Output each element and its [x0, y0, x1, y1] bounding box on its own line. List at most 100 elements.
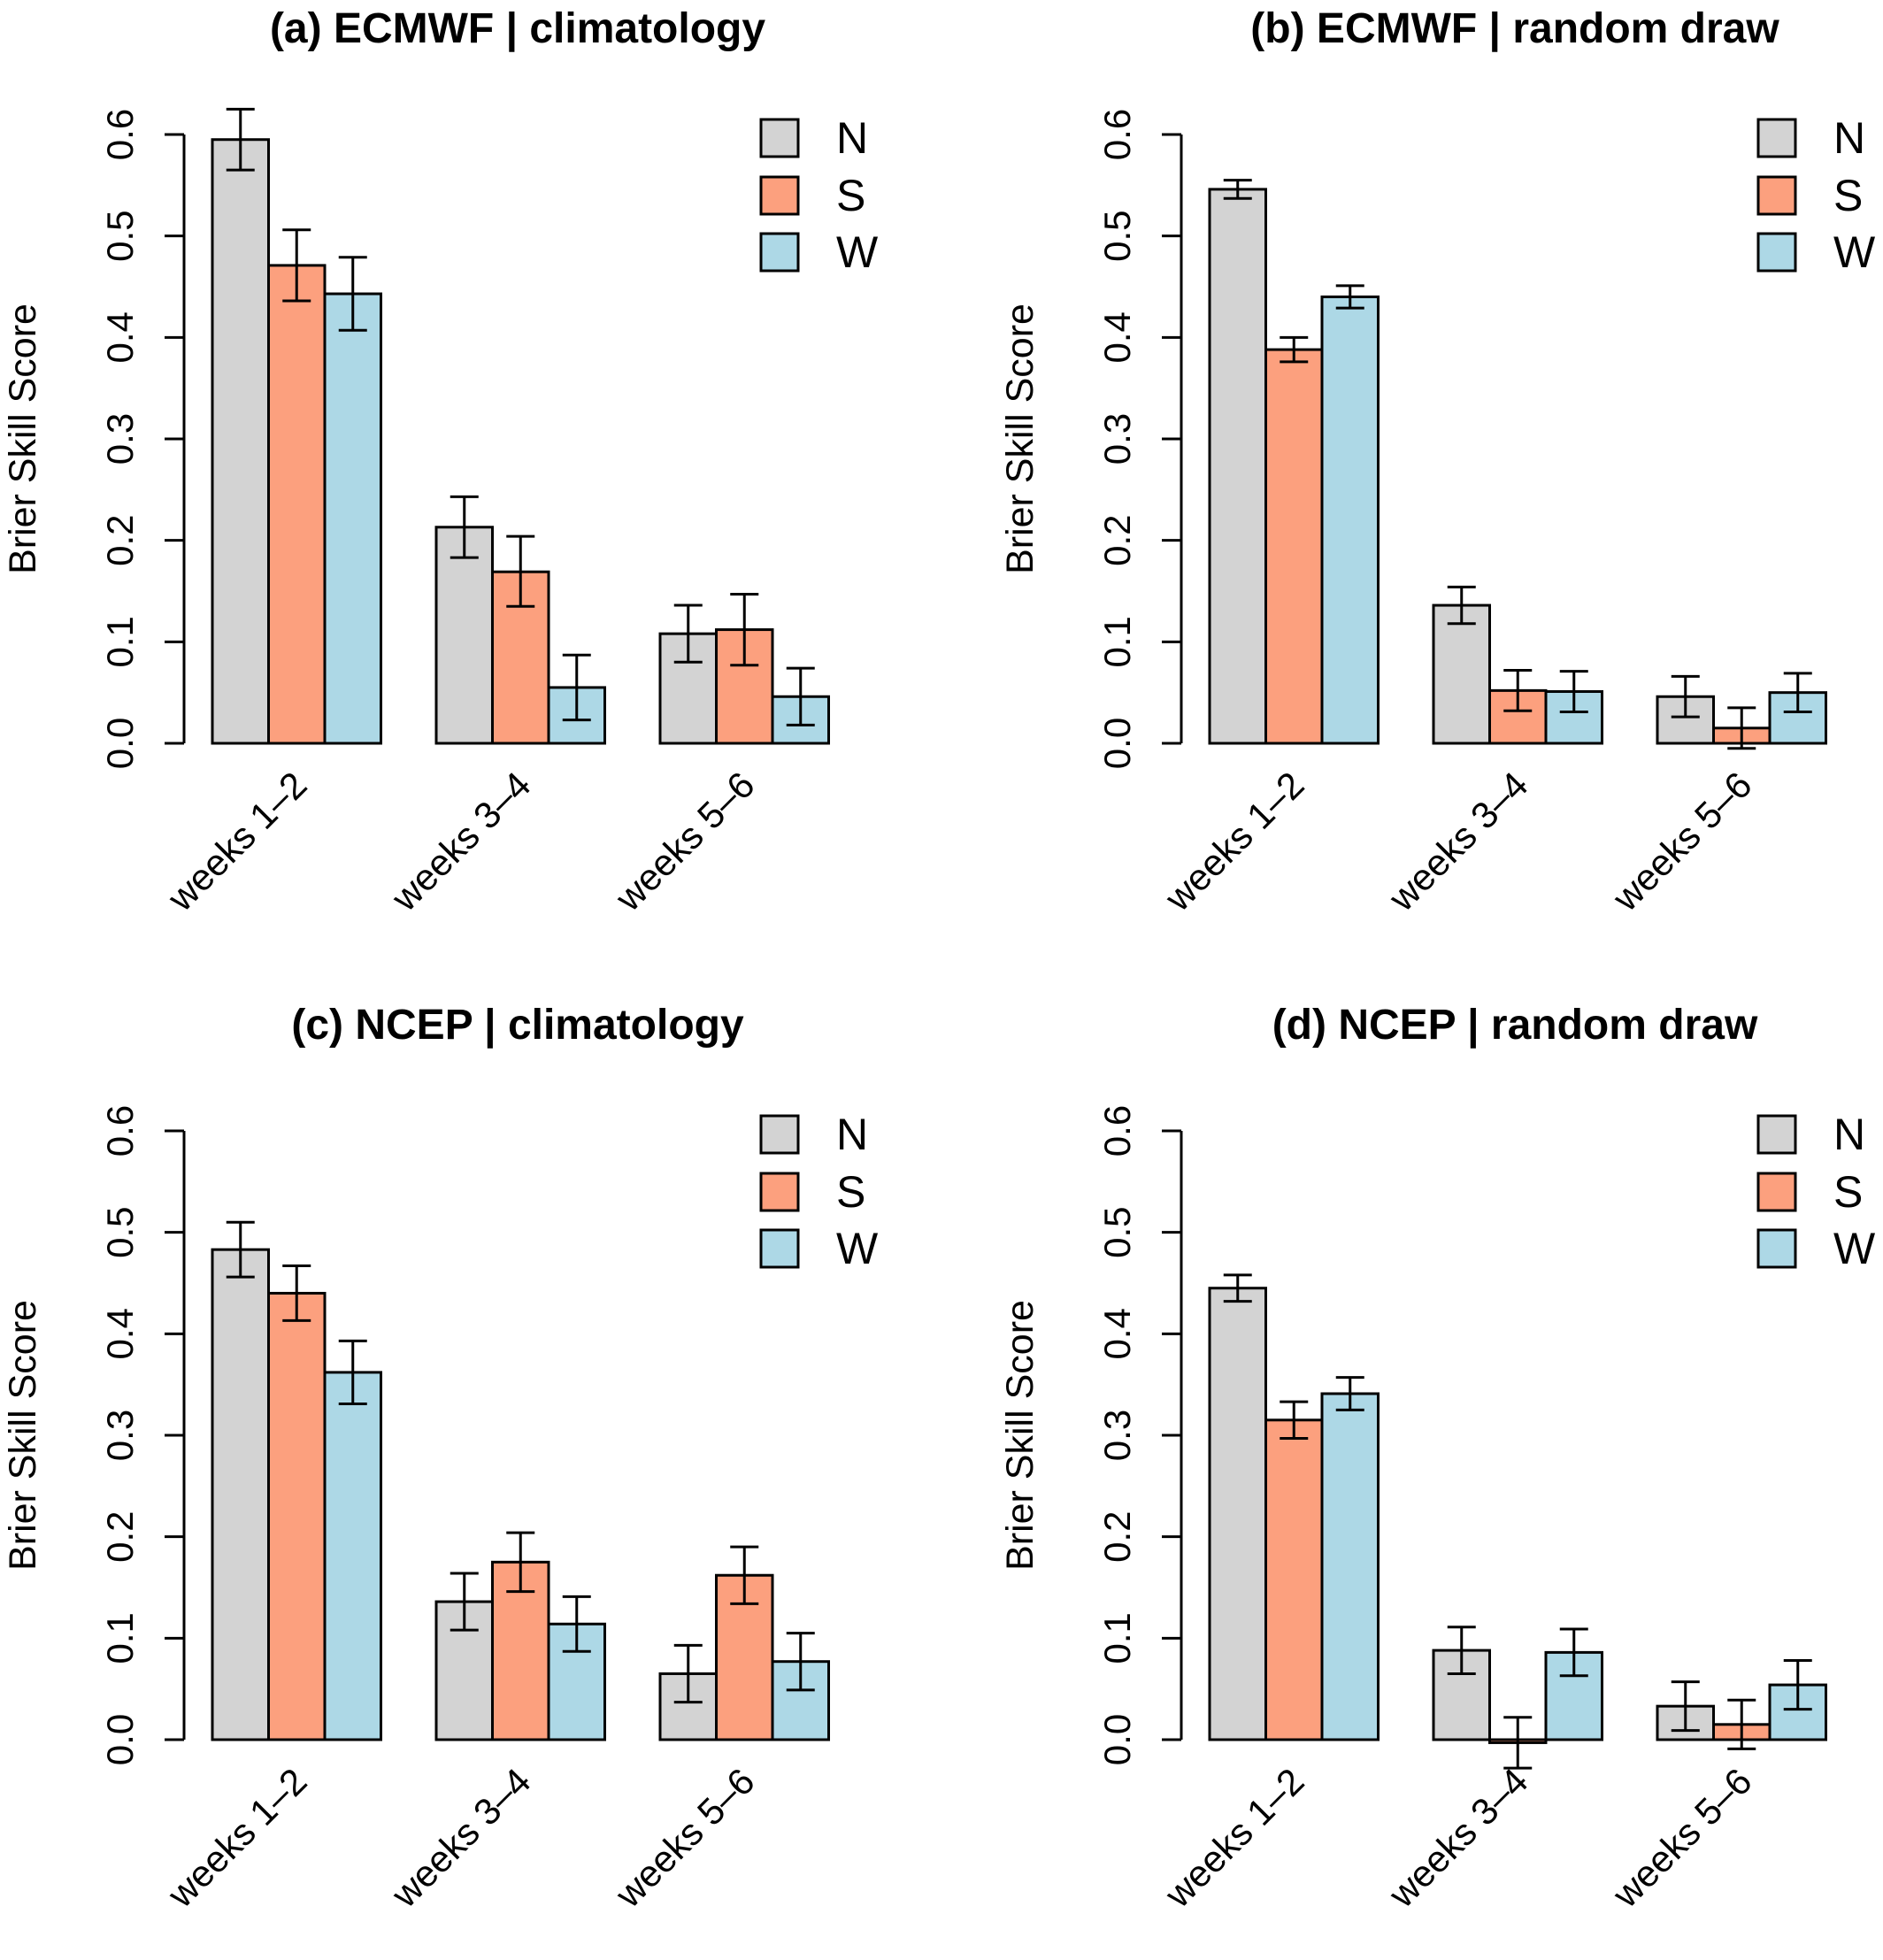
bar-N-2 [434, 526, 494, 745]
error-bar-W-1 [1335, 1376, 1364, 1411]
legend-swatch-S [1756, 175, 1797, 216]
legend-label-N: N [836, 1110, 868, 1159]
bar-W-1 [1320, 295, 1380, 745]
error-bar-S-1 [282, 1264, 311, 1322]
x-tick-label: weeks 1–2 [1157, 764, 1312, 919]
y-tick-label: 0.2 [99, 1510, 141, 1562]
y-tick-label: 0.0 [1096, 1714, 1138, 1765]
chart-panel-c: (c) NCEP | climatology Brier Skill Score 0… [2, 1002, 879, 1916]
error-bar-W-1 [1335, 284, 1364, 310]
error-bar-N-1 [226, 1220, 255, 1279]
error-bar-S-2 [1503, 668, 1533, 712]
bar-S-1 [267, 1291, 327, 1741]
legend-label-S: S [836, 1167, 865, 1217]
bar-N-2 [1432, 603, 1491, 745]
chart-title: (a) ECMWF | climatology [270, 5, 765, 52]
y-tick-label: 0.4 [99, 311, 141, 363]
legend-swatch-S [759, 175, 800, 216]
y-tick-label: 0.1 [1096, 616, 1138, 667]
y-tick-label: 0.6 [1096, 1105, 1138, 1157]
bar-S-1 [267, 264, 327, 745]
x-tick-label: weeks 3–4 [383, 1760, 539, 1916]
legend-label-S: S [1833, 1167, 1863, 1217]
legend-label-N: N [836, 113, 868, 163]
legend-swatch-S [759, 1172, 800, 1212]
x-tick-label: weeks 1–2 [159, 1760, 315, 1916]
error-bar-N-3 [1671, 1680, 1700, 1733]
bar-W-2 [1544, 1650, 1603, 1741]
error-bar-S-3 [1727, 1698, 1756, 1750]
legend-label-S: S [1833, 171, 1863, 220]
legend-swatch-N [759, 1114, 800, 1155]
y-tick-label: 0.2 [1096, 514, 1138, 565]
y-tick-label: 0.0 [99, 718, 141, 769]
y-tick-label: 0.1 [1096, 1612, 1138, 1664]
error-bar-W-3 [1783, 672, 1812, 713]
error-bar-N-2 [1447, 585, 1476, 626]
y-tick-label: 0.3 [1096, 1410, 1138, 1461]
error-bar-S-3 [1727, 706, 1756, 750]
bar-N-1 [1208, 188, 1267, 745]
y-tick-label: 0.4 [1096, 311, 1138, 363]
chart-panel-d: (d) NCEP | random draw Brier Skill Score 0… [999, 1002, 1876, 1916]
bar-N-1 [211, 138, 270, 745]
error-bar-S-1 [1280, 1400, 1309, 1440]
y-tick-label: 0.6 [1096, 109, 1138, 160]
bar-N-3 [1656, 695, 1715, 745]
y-tick-label: 0.6 [99, 1105, 141, 1157]
error-bar-W-3 [1783, 1659, 1812, 1711]
error-bar-S-1 [1280, 335, 1309, 364]
legend-swatch-S [1756, 1172, 1797, 1212]
error-bar-S-3 [730, 592, 759, 667]
error-bar-S-1 [282, 228, 311, 303]
y-tick-label: 0.4 [1096, 1308, 1138, 1359]
x-tick-label: weeks 1–2 [1157, 1760, 1312, 1916]
error-bar-S-3 [730, 1545, 759, 1605]
error-bar-N-2 [1447, 1626, 1476, 1675]
error-bar-N-3 [673, 603, 703, 664]
legend-label-W: W [1833, 227, 1876, 277]
y-tick-label: 0.2 [1096, 1510, 1138, 1562]
chart-panel-a: (a) ECMWF | climatology Brier Skill Score… [2, 5, 879, 919]
legend-label-N: N [1833, 1110, 1865, 1159]
y-tick-label: 0.1 [99, 1612, 141, 1664]
error-bar-W-3 [786, 1632, 815, 1692]
legend-label-W: W [836, 1224, 879, 1273]
bar-W-1 [323, 292, 382, 745]
x-tick-label: weeks 5–6 [1604, 764, 1760, 919]
y-tick-label: 0.5 [99, 210, 141, 261]
y-axis-label: Brier Skill Score [999, 304, 1041, 574]
chart-title: (c) NCEP | climatology [291, 1002, 744, 1049]
legend-label-N: N [1833, 113, 1865, 163]
y-tick-label: 0.3 [1096, 413, 1138, 465]
error-bar-N-3 [1671, 674, 1700, 719]
bar-N-1 [211, 1248, 270, 1741]
legend-label-W: W [1833, 1224, 1876, 1273]
x-tick-label: weeks 1–2 [159, 764, 315, 919]
legend-label-W: W [836, 227, 879, 277]
legend-swatch-W [759, 232, 800, 273]
bar-S-1 [1264, 348, 1324, 745]
legend-swatch-W [1756, 1228, 1797, 1269]
legend-swatch-W [759, 1228, 800, 1269]
error-bar-W-2 [562, 1595, 591, 1653]
y-tick-label: 0.5 [99, 1206, 141, 1257]
y-tick-label: 0.6 [99, 109, 141, 160]
x-tick-label: weeks 5–6 [607, 1760, 763, 1916]
error-bar-S-2 [506, 534, 535, 608]
error-bar-W-2 [1559, 670, 1588, 713]
y-tick-label: 0.0 [99, 1714, 141, 1765]
error-bar-N-1 [226, 107, 255, 172]
legend-swatch-N [1756, 1114, 1797, 1155]
error-bar-W-3 [786, 666, 815, 726]
legend-swatch-W [1756, 232, 1797, 273]
error-bar-N-1 [1223, 1273, 1252, 1303]
x-tick-label: weeks 5–6 [607, 764, 763, 919]
bar-W-1 [1320, 1392, 1380, 1741]
y-tick-label: 0.3 [99, 1410, 141, 1461]
legend-swatch-N [1756, 118, 1797, 158]
bar-W-2 [1544, 690, 1603, 745]
bar-N-1 [1208, 1287, 1267, 1741]
